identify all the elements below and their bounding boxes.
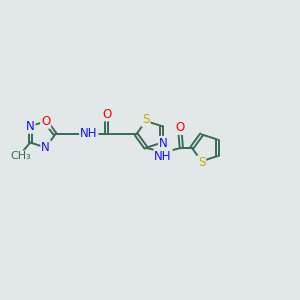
Text: S: S [142, 113, 150, 126]
Text: N: N [159, 137, 168, 150]
Text: O: O [41, 115, 50, 128]
Text: N: N [26, 120, 34, 133]
Text: NH: NH [154, 150, 172, 163]
Text: O: O [176, 121, 185, 134]
Text: O: O [102, 107, 111, 121]
Text: CH₃: CH₃ [10, 151, 31, 161]
Text: NH: NH [80, 127, 98, 140]
Text: N: N [41, 141, 50, 154]
Text: S: S [198, 156, 205, 169]
